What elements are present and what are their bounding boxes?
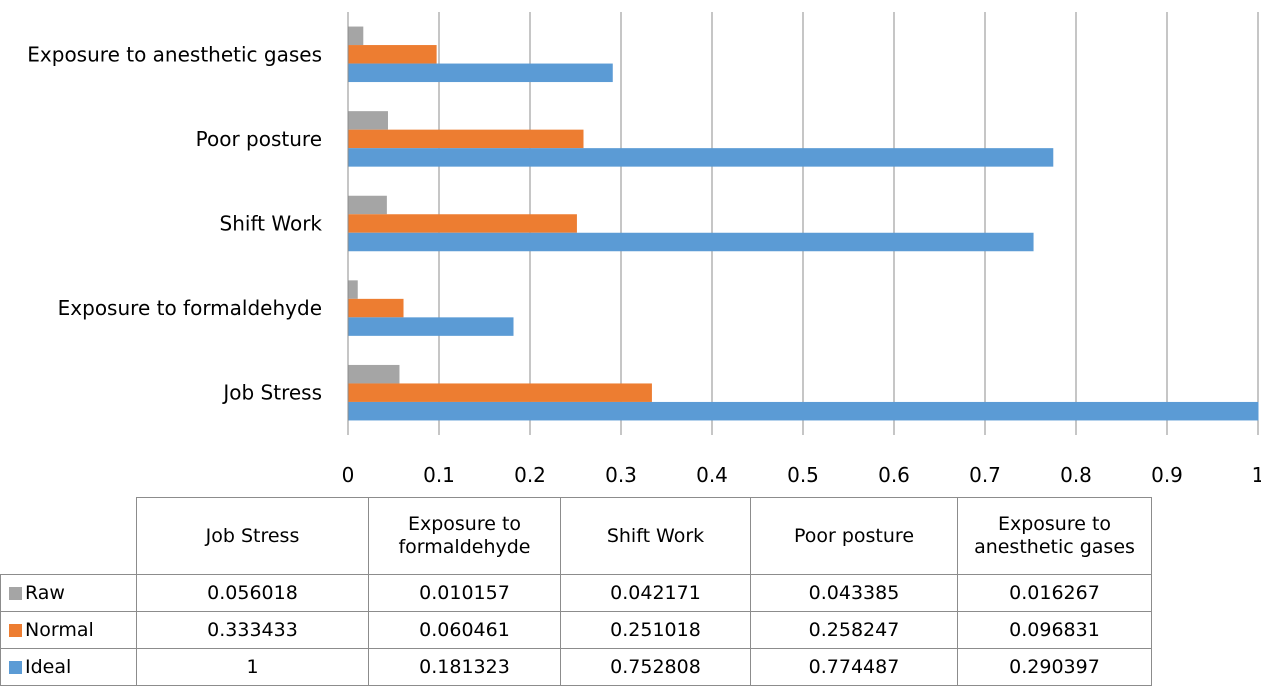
x-tick-label: 0.4 <box>696 463 728 487</box>
bar-chart: Job Stress Exposure to formaldehyde Shift … <box>27 12 1261 487</box>
gridlines <box>438 12 1259 435</box>
x-tick-label: 0.3 <box>605 463 637 487</box>
bar-ideal <box>348 317 514 336</box>
table-cell: 0.258247 <box>750 611 958 649</box>
legend-swatch-normal <box>9 623 22 637</box>
table-column-header: Exposure to formaldehyde <box>368 497 561 575</box>
bar-normal <box>348 383 652 402</box>
legend-label: Ideal <box>25 655 72 678</box>
bar-raw <box>348 364 400 384</box>
x-tick-label: 0.1 <box>423 463 455 487</box>
table-cell: 0.016267 <box>957 574 1152 612</box>
table-cell: 0.042171 <box>560 574 751 612</box>
category-label: Exposure to anesthetic gases <box>27 42 322 66</box>
x-tick-label: 0.2 <box>514 463 546 487</box>
bar-ideal <box>348 401 1259 421</box>
table-cell: 0.251018 <box>560 611 751 649</box>
table-header-row: Job Stress Exposure to formaldehyde Shif… <box>0 497 1152 575</box>
bar-normal <box>348 45 437 64</box>
table-column-header: Exposure to anesthetic gases <box>957 497 1152 575</box>
category-labels: Job Stress Exposure to formaldehyde Shift … <box>27 42 322 404</box>
bar-normal <box>348 129 584 149</box>
bar-normal <box>348 298 404 318</box>
table-column-header: Shift Work <box>560 497 751 575</box>
x-tick-label: 1 <box>1252 463 1261 487</box>
table-cell: 0.056018 <box>136 574 369 612</box>
table-cell: 0.043385 <box>750 574 958 612</box>
table-row-raw: Raw 0.056018 0.010157 0.042171 0.043385 … <box>0 574 1152 612</box>
table-cell: 0.290397 <box>957 648 1152 686</box>
x-tick-label: 0.9 <box>1151 463 1183 487</box>
table-column-header: Job Stress <box>136 497 369 575</box>
bar-ideal <box>348 232 1034 252</box>
legend-swatch-raw <box>9 586 22 600</box>
legend-key-raw: Raw <box>0 574 137 612</box>
table-cell: 0.752808 <box>560 648 751 686</box>
category-label: Poor posture <box>196 127 322 151</box>
bars <box>348 26 1259 421</box>
table-row-ideal: Ideal 1 0.181323 0.752808 0.774487 0.290… <box>0 648 1152 686</box>
bar-raw <box>348 280 358 299</box>
bar-raw <box>348 111 388 130</box>
bar-normal <box>348 214 577 233</box>
bar-raw <box>348 26 364 46</box>
bar-ideal <box>348 63 613 83</box>
data-table: Job Stress Exposure to formaldehyde Shif… <box>0 497 1152 686</box>
x-tick-label: 0.6 <box>878 463 910 487</box>
table-cell: 0.096831 <box>957 611 1152 649</box>
table-corner <box>0 497 137 575</box>
table-cell: 0.333433 <box>136 611 369 649</box>
category-label: Exposure to formaldehyde <box>58 296 322 320</box>
x-tick-label: 0.8 <box>1060 463 1092 487</box>
table-cell: 1 <box>136 648 369 686</box>
legend-key-normal: Normal <box>0 611 137 649</box>
legend-label: Raw <box>25 581 65 604</box>
legend-swatch-ideal <box>9 660 22 674</box>
table-row-normal: Normal 0.333433 0.060461 0.251018 0.2582… <box>0 611 1152 649</box>
table-cell: 0.060461 <box>368 611 561 649</box>
x-tick-labels: 0 0.1 0.2 0.3 0.4 0.5 0.6 0.7 0.8 0.9 1 <box>342 463 1261 487</box>
bar-raw <box>348 195 387 215</box>
x-tick-label: 0 <box>342 463 355 487</box>
table-cell: 0.774487 <box>750 648 958 686</box>
category-label: Job Stress <box>221 381 322 405</box>
x-tick-label: 0.7 <box>969 463 1001 487</box>
category-label: Shift Work <box>220 212 323 236</box>
table-cell: 0.010157 <box>368 574 561 612</box>
table-column-header: Poor posture <box>750 497 958 575</box>
legend-key-ideal: Ideal <box>0 648 137 686</box>
table-cell: 0.181323 <box>368 648 561 686</box>
bar-ideal <box>348 148 1054 167</box>
x-tick-label: 0.5 <box>787 463 819 487</box>
legend-label: Normal <box>25 618 94 641</box>
